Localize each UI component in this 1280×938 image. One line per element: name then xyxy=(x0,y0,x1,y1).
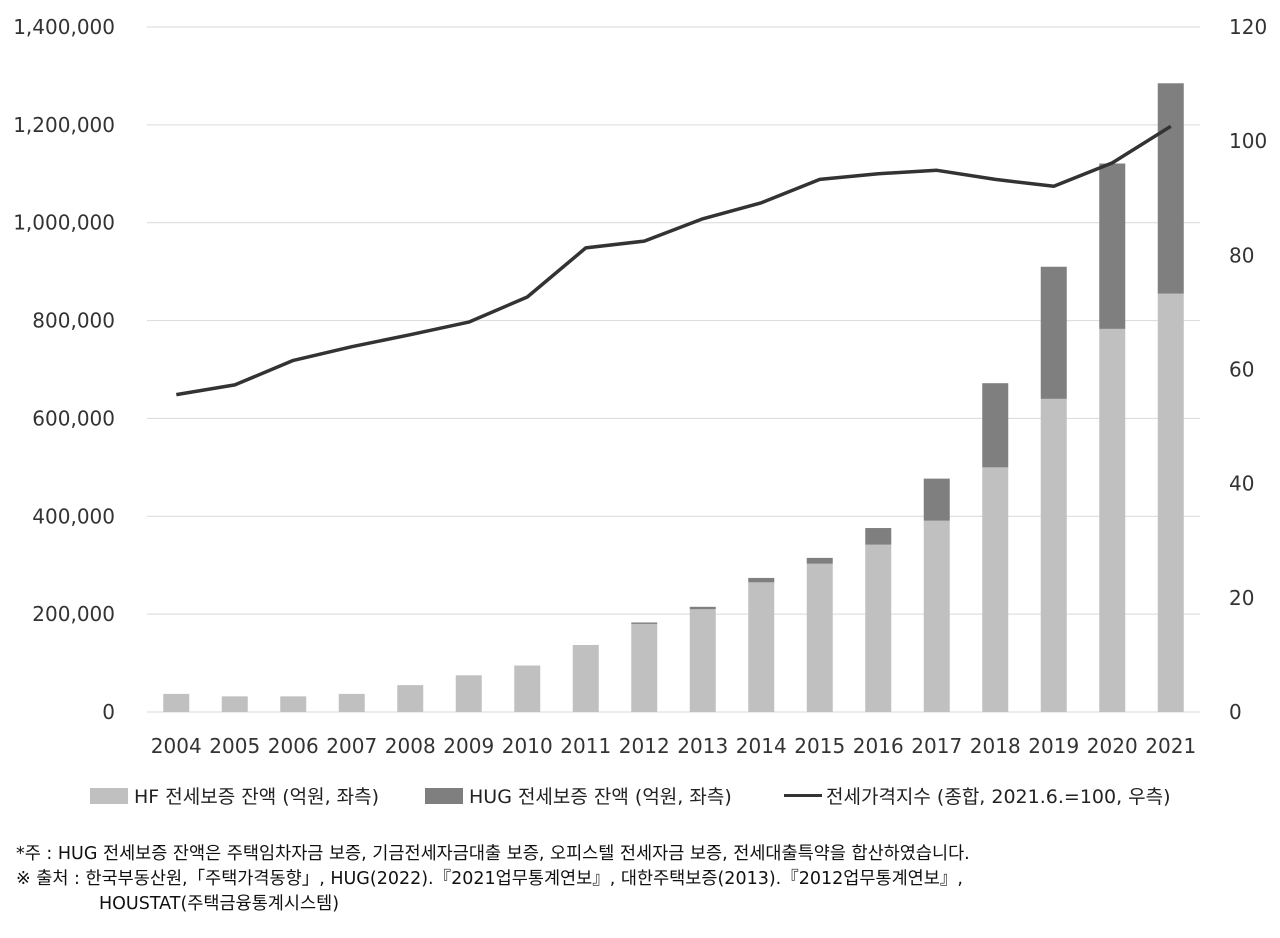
x-tick-label: 2009 xyxy=(443,734,494,758)
left-tick-label: 400,000 xyxy=(32,504,115,528)
bar-hf xyxy=(689,609,716,712)
bar-hf xyxy=(338,693,365,712)
x-tick-label: 2015 xyxy=(794,734,845,758)
legend-swatch-hug xyxy=(425,787,463,804)
bar-hug xyxy=(1040,266,1067,399)
bar-hf xyxy=(982,467,1009,712)
bar-series xyxy=(163,83,1184,712)
note-line-3: HOUSTAT(주택금융통계시스템) xyxy=(99,894,340,914)
x-tick-label: 2005 xyxy=(209,734,260,758)
left-tick-label: 200,000 xyxy=(32,602,115,626)
x-tick-label: 2017 xyxy=(911,734,962,758)
bar-hf xyxy=(397,685,424,712)
bar-hf xyxy=(572,644,599,712)
left-axis-ticks: 0 200,000 400,000 600,000 800,000 1,000,000 1,… xyxy=(13,15,115,724)
note-line-1: *주 : HUG 전세보증 잔액은 주택임차자금 보증, 기금전세자금대출 보증… xyxy=(16,844,970,864)
right-tick-label: 0 xyxy=(1229,700,1242,724)
combo-chart: 0 200,000 400,000 600,000 800,000 1,000,000 1,… xyxy=(13,15,1267,758)
x-tick-label: 2011 xyxy=(560,734,611,758)
legend: HF 전세보증 잔액 (억원, 좌측) HUG 전세보증 잔액 (억원, 좌측)… xyxy=(0,782,1280,812)
bar-hf xyxy=(163,693,190,712)
legend-item-hf: HF 전세보증 잔액 (억원, 좌측) xyxy=(90,782,379,809)
left-tick-label: 1,200,000 xyxy=(13,113,115,137)
note-line-2: ※ 출처 : 한국부동산원,「주택가격동향」, HUG(2022).『2021업… xyxy=(16,869,963,889)
legend-swatch-index xyxy=(784,794,822,797)
x-tick-label: 2016 xyxy=(853,734,904,758)
bar-hug xyxy=(748,577,775,583)
left-tick-label: 800,000 xyxy=(32,309,115,333)
bar-hf xyxy=(221,696,248,712)
x-tick-label: 2004 xyxy=(151,734,202,758)
x-tick-label: 2006 xyxy=(268,734,319,758)
line-jeonse-index xyxy=(176,124,1172,397)
x-tick-label: 2008 xyxy=(385,734,436,758)
left-tick-label: 0 xyxy=(102,700,115,724)
left-tick-label: 1,400,000 xyxy=(13,15,115,39)
bar-hug xyxy=(1157,83,1184,294)
x-tick-label: 2007 xyxy=(326,734,377,758)
right-tick-label: 120 xyxy=(1229,15,1267,39)
right-tick-label: 80 xyxy=(1229,243,1254,267)
x-tick-label: 2014 xyxy=(736,734,787,758)
x-tick-label: 2013 xyxy=(677,734,728,758)
bar-hug xyxy=(923,478,950,521)
bar-hf xyxy=(631,623,658,712)
gridlines xyxy=(147,26,1200,713)
left-tick-label: 1,000,000 xyxy=(13,211,115,235)
legend-item-index: 전세가격지수 (종합, 2021.6.=100, 우측) xyxy=(784,782,1171,809)
bar-hf xyxy=(455,675,482,712)
legend-label-index: 전세가격지수 (종합, 2021.6.=100, 우측) xyxy=(826,786,1171,808)
bar-hf xyxy=(865,544,892,712)
bar-hug xyxy=(982,383,1009,468)
right-axis-ticks: 0 20 40 60 80 100 120 xyxy=(1229,15,1267,724)
bar-hug xyxy=(1099,163,1126,329)
legend-swatch-hf xyxy=(90,787,128,804)
bar-hug xyxy=(689,606,716,610)
bar-hf xyxy=(1099,328,1126,712)
legend-item-hug: HUG 전세보증 잔액 (억원, 좌측) xyxy=(425,782,732,809)
bar-hf xyxy=(280,696,307,712)
bar-hf xyxy=(1040,398,1067,712)
right-tick-label: 60 xyxy=(1229,358,1254,382)
line-series xyxy=(176,124,1172,397)
bar-hf xyxy=(1157,293,1184,712)
x-axis-ticks: 2004 2005 2006 2007 2008 2009 2010 2011 2012 2013… xyxy=(151,734,1196,758)
right-tick-label: 20 xyxy=(1229,586,1254,610)
bar-hf xyxy=(748,582,775,712)
x-tick-label: 2019 xyxy=(1028,734,1079,758)
bar-hug xyxy=(865,528,892,545)
footnotes: *주 : HUG 전세보증 잔액은 주택임차자금 보증, 기금전세자금대출 보증… xyxy=(16,842,970,917)
bar-hug xyxy=(806,557,833,564)
legend-label-hf: HF 전세보증 잔액 (억원, 좌측) xyxy=(134,786,380,808)
x-tick-label: 2012 xyxy=(619,734,670,758)
bar-hug xyxy=(631,622,658,624)
legend-label-hug: HUG 전세보증 잔액 (억원, 좌측) xyxy=(469,786,732,808)
x-tick-label: 2010 xyxy=(502,734,553,758)
bar-hf xyxy=(806,563,833,712)
x-tick-label: 2020 xyxy=(1087,734,1138,758)
bar-hf xyxy=(923,520,950,712)
x-tick-label: 2021 xyxy=(1145,734,1196,758)
bar-hf xyxy=(514,665,541,712)
x-tick-label: 2018 xyxy=(970,734,1021,758)
right-tick-label: 100 xyxy=(1229,129,1267,153)
right-tick-label: 40 xyxy=(1229,472,1254,496)
left-tick-label: 600,000 xyxy=(32,406,115,430)
